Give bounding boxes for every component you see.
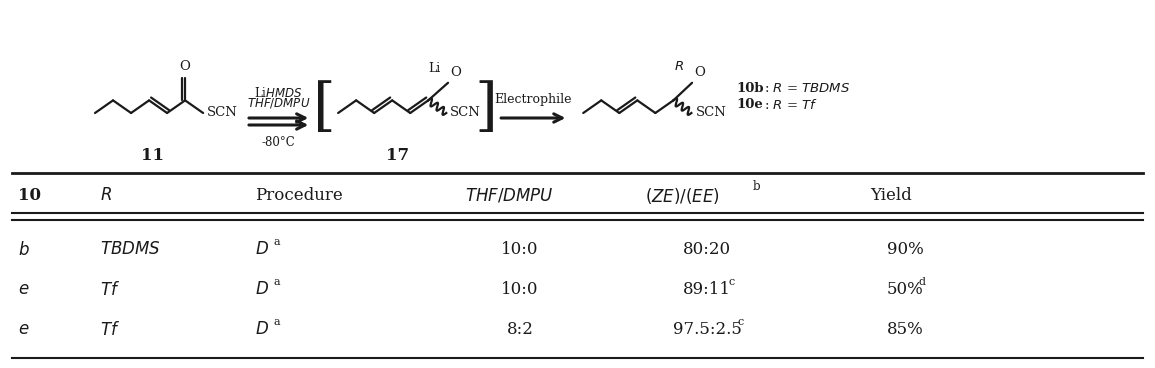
Text: $\mathbf{\mathit{e}}$: $\mathbf{\mathit{e}}$: [18, 282, 30, 298]
Text: Procedure: Procedure: [255, 188, 343, 205]
Text: d: d: [918, 277, 925, 287]
Text: [: [: [313, 80, 335, 136]
Text: $\mathit{R}$: $\mathit{R}$: [675, 60, 684, 73]
Text: 10: 10: [18, 188, 40, 205]
Text: SCN: SCN: [207, 106, 238, 120]
Text: O: O: [450, 66, 461, 79]
Text: 11: 11: [141, 146, 164, 163]
Text: : $\mathit{R}$ = $\mathit{Tf}$: : $\mathit{R}$ = $\mathit{Tf}$: [765, 98, 818, 112]
Text: 90%: 90%: [887, 241, 923, 258]
Text: 85%: 85%: [887, 322, 923, 339]
Text: $\mathit{Tf}$: $\mathit{Tf}$: [100, 281, 120, 299]
Text: 97.5:2.5: 97.5:2.5: [672, 322, 742, 339]
Text: $\mathit{D}$: $\mathit{D}$: [255, 241, 269, 258]
Text: 10:0: 10:0: [501, 241, 538, 258]
Text: 8:2: 8:2: [507, 322, 534, 339]
Text: $\mathit{THF/DMPU}$: $\mathit{THF/DMPU}$: [465, 187, 554, 205]
Text: 50%: 50%: [887, 282, 923, 298]
Text: 80:20: 80:20: [683, 241, 731, 258]
Text: ]: ]: [475, 80, 498, 136]
Text: a: a: [273, 237, 280, 247]
Text: a: a: [273, 317, 280, 327]
Text: b: b: [753, 180, 761, 194]
Text: $\mathbf{\mathit{b}}$: $\mathbf{\mathit{b}}$: [18, 241, 30, 259]
Text: $\mathit{TBDMS}$: $\mathit{TBDMS}$: [100, 241, 161, 258]
Text: Electrophile: Electrophile: [494, 93, 572, 106]
Text: O: O: [694, 66, 705, 79]
Text: $\mathit{R}$: $\mathit{R}$: [100, 188, 112, 205]
Text: c: c: [729, 277, 735, 287]
Text: $\mathit{D}$: $\mathit{D}$: [255, 282, 269, 298]
Text: 10e: 10e: [737, 99, 763, 112]
Text: SCN: SCN: [695, 106, 726, 120]
Text: $\mathit{D}$: $\mathit{D}$: [255, 322, 269, 339]
Text: Li: Li: [427, 62, 440, 75]
Text: 10:0: 10:0: [501, 282, 538, 298]
Text: SCN: SCN: [450, 106, 482, 120]
Text: : $\mathit{R}$ = $\mathit{TBDMS}$: : $\mathit{R}$ = $\mathit{TBDMS}$: [765, 81, 850, 95]
Text: $\mathbf{\mathit{e}}$: $\mathbf{\mathit{e}}$: [18, 322, 30, 339]
Text: $(ZE)/(EE)$: $(ZE)/(EE)$: [644, 186, 720, 206]
Text: 10b: 10b: [737, 81, 763, 95]
Text: $\mathit{Tf}$: $\mathit{Tf}$: [100, 321, 120, 339]
Text: $\mathit{THF/DMPU}$: $\mathit{THF/DMPU}$: [247, 96, 311, 110]
Text: 17: 17: [386, 146, 409, 163]
Text: Yield: Yield: [870, 188, 911, 205]
Text: c: c: [737, 317, 744, 327]
Text: O: O: [180, 60, 191, 73]
Text: -80°C: -80°C: [262, 136, 296, 149]
Text: 89:11: 89:11: [683, 282, 731, 298]
Text: Li$\mathit{HMDS}$: Li$\mathit{HMDS}$: [254, 86, 303, 100]
Text: a: a: [273, 277, 280, 287]
